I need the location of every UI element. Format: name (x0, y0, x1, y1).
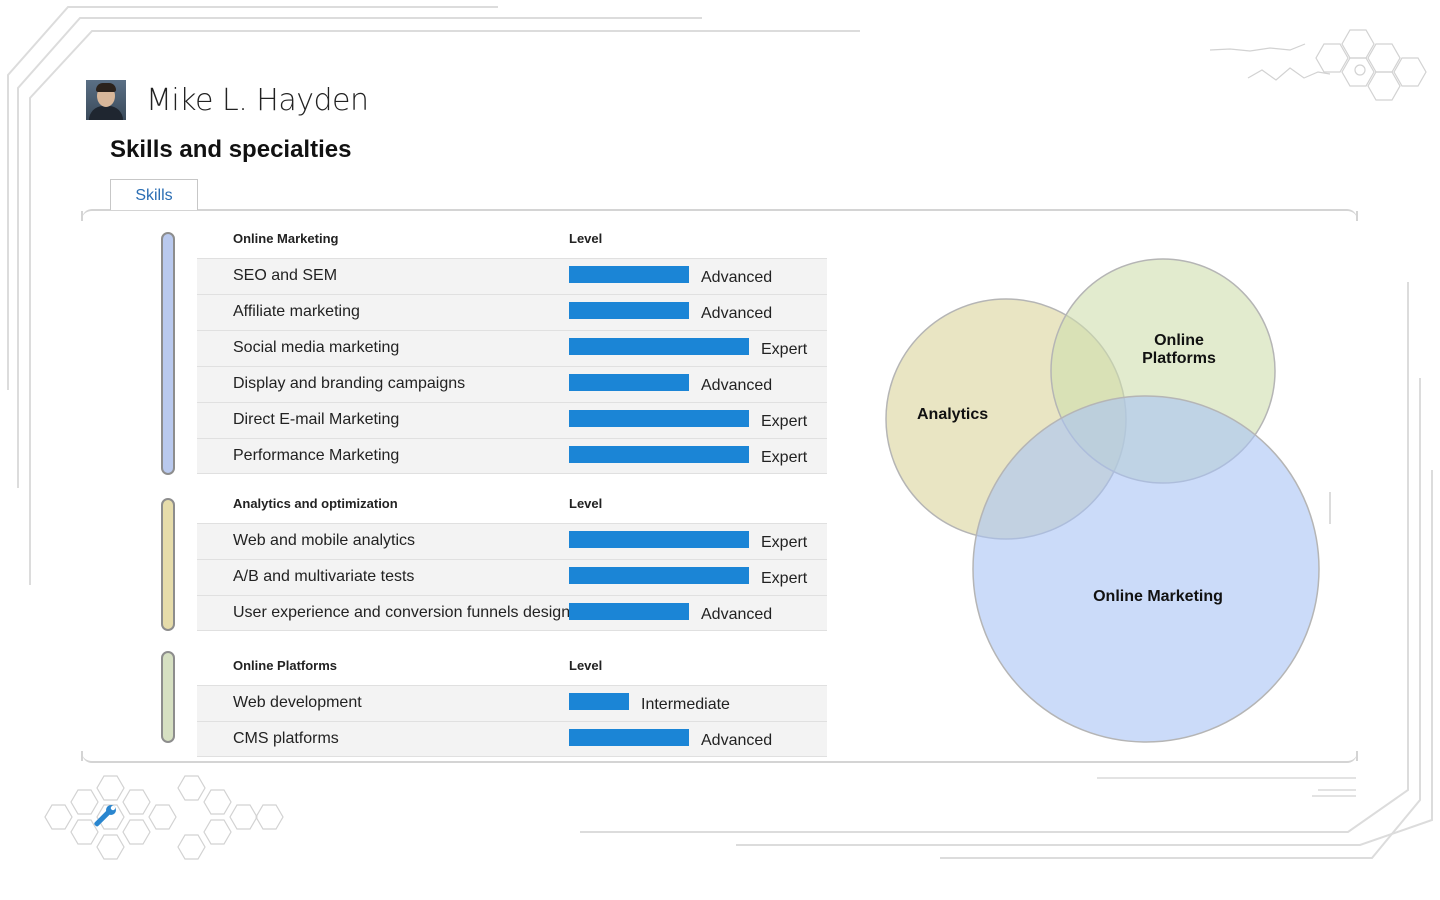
venn-label: Analytics (917, 406, 989, 423)
skill-level-bar (569, 302, 689, 319)
skill-level-bar (569, 446, 749, 463)
skills-panel (81, 209, 1358, 763)
skill-level-bar (569, 729, 689, 746)
venn-label: Online Marketing (1093, 588, 1223, 605)
skill-name: SEO and SEM (233, 267, 338, 284)
group-title: Analytics and optimization (233, 496, 398, 511)
skill-level-bar (569, 266, 689, 283)
venn-circle (972, 395, 1320, 743)
skill-name: Web development (233, 694, 362, 711)
skill-level-label: Advanced (701, 305, 773, 322)
skill-row: Social media marketing Expert (197, 330, 827, 366)
skill-name: Affiliate marketing (233, 303, 360, 320)
avatar (86, 80, 126, 120)
venn-diagram: Analytics Online Platforms Online Marketin… (860, 240, 1340, 760)
skill-level-label: Intermediate (641, 696, 730, 713)
tab-skills[interactable]: Skills (110, 179, 198, 210)
skill-row: User experience and conversion funnels d… (197, 595, 827, 631)
group-title: Online Platforms (233, 658, 338, 673)
group-title: Online Marketing (233, 231, 339, 246)
skill-level-label: Advanced (701, 732, 773, 749)
level-column-header: Level (569, 496, 603, 511)
skill-level-label: Expert (761, 570, 808, 587)
skill-row: Affiliate marketing Advanced (197, 294, 827, 330)
skill-level-bar (569, 374, 689, 391)
skill-name: A/B and multivariate tests (233, 568, 415, 585)
skill-name: CMS platforms (233, 730, 339, 747)
skill-name: Display and branding campaigns (233, 375, 466, 392)
skill-level-label: Advanced (701, 377, 773, 394)
venn-svg (885, 258, 1320, 743)
skill-row: Performance Marketing Expert (197, 438, 827, 474)
skill-row: Web and mobile analytics Expert (197, 523, 827, 559)
skill-row: Web development Intermediate (197, 685, 827, 721)
level-column-header: Level (569, 231, 603, 246)
skill-level-label: Expert (761, 341, 808, 358)
skill-row: CMS platforms Advanced (197, 721, 827, 757)
skill-level-label: Expert (761, 534, 808, 551)
level-column-header: Level (569, 658, 603, 673)
skill-row: Display and branding campaigns Advanced (197, 366, 827, 402)
skill-level-bar (569, 338, 749, 355)
skill-level-label: Expert (761, 413, 808, 430)
skill-level-bar (569, 603, 689, 620)
skill-name: User experience and conversion funnels d… (233, 604, 571, 621)
skill-row: A/B and multivariate tests Expert (197, 559, 827, 595)
skill-row: SEO and SEM Advanced (197, 258, 827, 294)
skill-level-bar (569, 531, 749, 548)
group-indicator (161, 232, 175, 475)
skill-level-bar (569, 410, 749, 427)
skill-name: Performance Marketing (233, 447, 400, 464)
skill-level-label: Advanced (701, 269, 773, 286)
profile-header: Mike L. Hayden (86, 80, 369, 120)
profile-name: Mike L. Hayden (146, 82, 369, 118)
group-indicator (161, 651, 175, 743)
skill-level-bar (569, 567, 749, 584)
venn-label: Online Platforms (1142, 332, 1216, 367)
skill-level-bar (569, 693, 629, 710)
skill-level-label: Expert (761, 449, 808, 466)
wrench-icon (94, 805, 116, 827)
skill-row: Direct E-mail Marketing Expert (197, 402, 827, 438)
skill-level-label: Advanced (701, 606, 773, 623)
group-indicator (161, 498, 175, 631)
skill-name: Web and mobile analytics (233, 532, 416, 549)
skill-name: Social media marketing (233, 339, 400, 356)
skill-name: Direct E-mail Marketing (233, 411, 400, 428)
page-title: Skills and specialties (110, 136, 352, 163)
